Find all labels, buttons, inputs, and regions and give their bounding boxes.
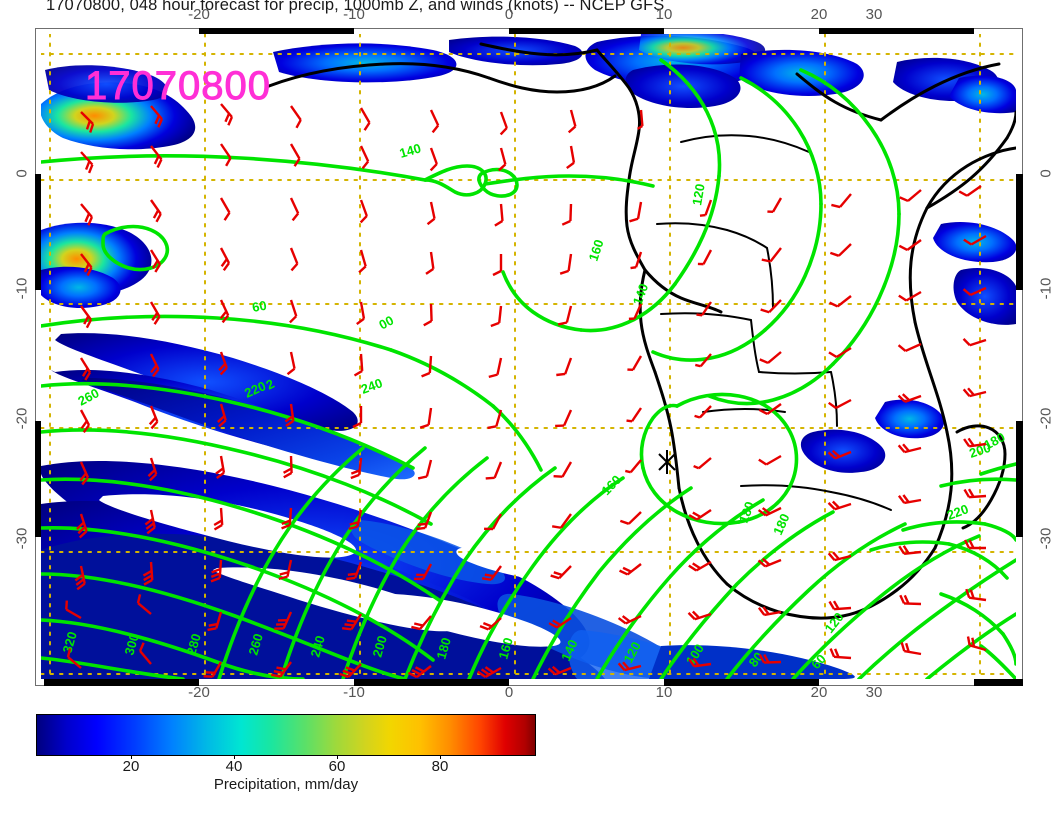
contour-label: 140	[398, 140, 423, 160]
axis-tick-top-1: -10	[343, 6, 365, 23]
axis-tick-bottom-0: -20	[188, 684, 210, 701]
colorbar-tick	[131, 755, 132, 759]
contour-label: 300	[121, 632, 141, 657]
axis-tick-bottom-2: 0	[504, 684, 514, 701]
map-border-segment	[35, 174, 42, 290]
axis-tick-bottom-1: -10	[343, 684, 365, 701]
axis-tick-top-4: 20	[810, 6, 828, 23]
contour-label: 180	[736, 500, 758, 526]
geopotential-contours	[41, 58, 1016, 679]
contour-label: 160	[586, 238, 607, 263]
axis-tick-right-3: -30	[1037, 527, 1055, 550]
contour-label: 240	[307, 634, 327, 659]
map-border-segment	[1016, 421, 1023, 537]
contour-label: 160	[495, 636, 515, 661]
colorbar-label-80: 80	[431, 758, 449, 775]
colorbar-gradient	[36, 714, 536, 756]
page-title: 17070800, 048 hour forecast for precip, …	[46, 0, 665, 14]
station-marker-icon	[658, 450, 676, 474]
map-border-segment	[35, 421, 42, 537]
contour-label: 280	[183, 632, 203, 657]
colorbar-label-40: 40	[225, 758, 243, 775]
contour-label: 140	[630, 282, 652, 308]
contour-label: 180	[433, 636, 453, 661]
colorbar-label-20: 20	[122, 758, 140, 775]
contour-label: 240	[359, 375, 385, 397]
axis-tick-top-5: 30	[865, 6, 883, 23]
axis-tick-top-3: 10	[655, 6, 673, 23]
forecast-timestamp-stamp: 17070800	[85, 64, 271, 109]
axis-tick-bottom-4: 20	[810, 684, 828, 701]
map-border-segment	[974, 679, 1023, 686]
colorbar-label-60: 60	[328, 758, 346, 775]
contour-label: 260	[245, 632, 265, 657]
map-border-segment	[664, 679, 819, 686]
contour-label: 220	[945, 501, 971, 523]
axis-tick-left-0: 0	[13, 169, 31, 178]
map-plot-panel[interactable]: 140 160 140 120 240 200 260 220 160 180 …	[35, 28, 1023, 686]
axis-tick-right-1: -10	[1037, 277, 1055, 300]
colorbar-tick	[234, 755, 235, 759]
axis-tick-bottom-3: 10	[655, 684, 673, 701]
axis-tick-left-1: -10	[13, 277, 31, 300]
weather-map-svg: 140 160 140 120 240 200 260 220 160 180 …	[41, 34, 1016, 679]
colorbar-tick	[337, 755, 338, 759]
contour-label: 200	[369, 634, 389, 659]
colorbar-caption: Precipitation, mm/day	[213, 776, 359, 793]
map-canvas[interactable]: 140 160 140 120 240 200 260 220 160 180 …	[41, 34, 1016, 679]
contour-label: 320	[59, 630, 79, 655]
axis-tick-right-0: 0	[1037, 169, 1055, 178]
colorbar-tick	[440, 755, 441, 759]
axis-tick-bottom-5: 30	[865, 684, 883, 701]
axis-tick-left-3: -30	[13, 527, 31, 550]
map-border-segment	[1016, 174, 1023, 290]
axis-tick-right-2: -20	[1037, 407, 1055, 430]
map-border-segment	[354, 679, 509, 686]
axis-tick-left-2: -20	[13, 407, 31, 430]
map-border-segment	[44, 679, 199, 686]
coastline-layer	[267, 42, 1016, 620]
axis-tick-top-0: -20	[188, 6, 210, 23]
contour-label: 120	[689, 183, 708, 207]
contour-label: 60	[251, 298, 268, 315]
map-border-segment	[509, 28, 664, 35]
map-border-segment	[199, 28, 354, 35]
map-border-segment	[819, 28, 974, 35]
axis-tick-top-2: 0	[504, 6, 514, 23]
colorbar[interactable]	[36, 714, 536, 759]
